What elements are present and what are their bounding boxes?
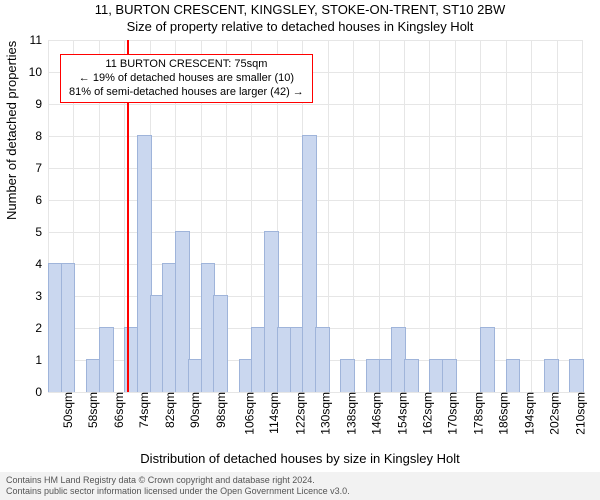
y-tick-label: 6 [35,193,48,207]
x-tick-label: 114sqm [263,392,281,434]
y-tick-label: 0 [35,385,48,399]
info-box-line-2: ← 19% of detached houses are smaller (10… [69,72,304,86]
x-tick-label: 122sqm [289,392,307,435]
gridline-v [582,40,583,392]
histogram-bar [480,327,495,392]
x-tick-label: 58sqm [82,392,100,428]
y-tick-label: 3 [35,289,48,303]
x-tick-label: 170sqm [442,392,460,435]
histogram-bar [340,359,355,392]
x-tick-label: 74sqm [133,392,151,428]
x-tick-label: 162sqm [416,392,434,435]
x-tick-label: 202sqm [543,392,561,435]
histogram-bar [569,359,584,392]
gridline-v [455,40,456,392]
y-tick-label: 5 [35,225,48,239]
histogram-bar [506,359,521,392]
x-tick-label: 130sqm [315,392,333,435]
y-tick-label: 11 [30,33,48,47]
chart-container: 11, BURTON CRESCENT, KINGSLEY, STOKE-ON-… [0,0,600,500]
histogram-bar [213,295,228,392]
x-tick-label: 146sqm [365,392,383,435]
x-tick-label: 218sqm [594,392,600,435]
y-tick-label: 1 [35,353,48,367]
info-box-line-1: 11 BURTON CRESCENT: 75sqm [69,58,304,72]
gridline-v [379,40,380,392]
x-tick-label: 186sqm [493,392,511,435]
plot-area: 0123456789101150sqm58sqm66sqm74sqm82sqm9… [48,40,582,392]
chart-title-main: 11, BURTON CRESCENT, KINGSLEY, STOKE-ON-… [0,2,600,17]
gridline-v [429,40,430,392]
info-box: 11 BURTON CRESCENT: 75sqm← 19% of detach… [60,54,313,103]
x-tick-label: 210sqm [569,392,587,435]
footer-line-1: Contains HM Land Registry data © Crown c… [6,475,594,486]
histogram-bar [404,359,419,392]
y-tick-label: 7 [35,161,48,175]
x-tick-label: 194sqm [518,392,536,435]
x-tick-label: 98sqm [210,392,228,428]
histogram-bar [315,327,330,392]
gridline-v [531,40,532,392]
y-tick-label: 4 [35,257,48,271]
y-tick-label: 10 [29,65,48,79]
gridline-v [353,40,354,392]
x-tick-label: 90sqm [184,392,202,428]
x-tick-label: 66sqm [108,392,126,428]
footer: Contains HM Land Registry data © Crown c… [0,472,600,500]
x-tick-label: 106sqm [238,392,256,435]
x-axis-label: Distribution of detached houses by size … [0,451,600,466]
histogram-bar [61,263,76,392]
x-tick-label: 154sqm [391,392,409,435]
chart-title-sub: Size of property relative to detached ho… [0,19,600,34]
y-tick-label: 8 [35,129,48,143]
footer-line-2: Contains public sector information licen… [6,486,594,497]
x-tick-label: 50sqm [57,392,75,428]
y-axis-label: Number of detached properties [4,41,19,220]
histogram-bar [544,359,559,392]
x-tick-label: 82sqm [159,392,177,428]
gridline-v [506,40,507,392]
histogram-bar [442,359,457,392]
info-box-line-3: 81% of semi-detached houses are larger (… [69,86,304,100]
gridline-v [557,40,558,392]
x-tick-label: 138sqm [340,392,358,435]
histogram-bar [99,327,114,392]
x-tick-label: 178sqm [467,392,485,435]
y-tick-label: 9 [35,97,48,111]
y-tick-label: 2 [35,321,48,335]
